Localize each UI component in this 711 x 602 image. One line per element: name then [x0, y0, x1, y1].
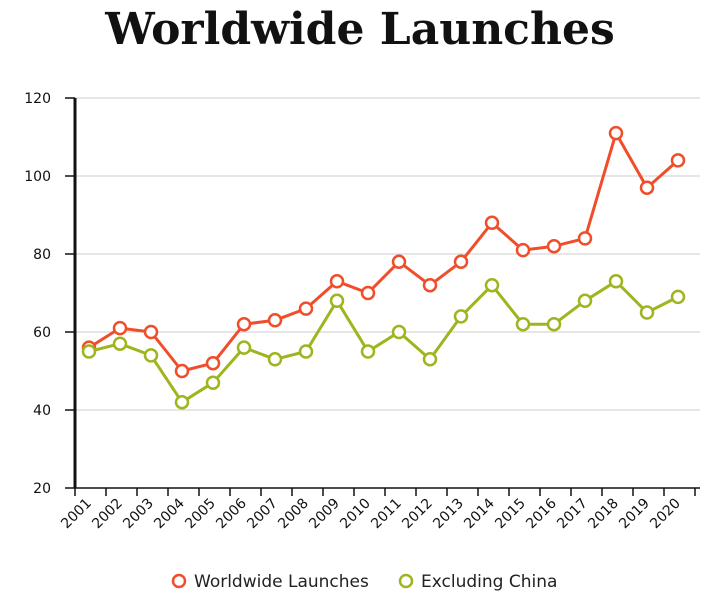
- data-point-worldwide-launches-2014[interactable]: [484, 215, 500, 231]
- x-tick-label-2002: 2002: [89, 496, 126, 533]
- data-point-worldwide-launches-2016[interactable]: [546, 238, 562, 254]
- data-point-excluding-china-2012[interactable]: [422, 352, 438, 367]
- series-excluding-china: [81, 274, 686, 410]
- legend: Worldwide Launches Excluding China: [171, 572, 557, 592]
- y-tick-label-100: 100: [24, 169, 51, 185]
- legend-item-worldwide[interactable]: Worldwide Launches: [171, 572, 369, 592]
- gridlines: [75, 97, 700, 411]
- data-point-worldwide-launches-2006[interactable]: [236, 316, 252, 332]
- x-tick-label-2003: 2003: [120, 496, 157, 533]
- y-tick-label-120: 120: [24, 91, 51, 107]
- chart-title: Worldwide Launches: [104, 4, 614, 55]
- data-point-worldwide-launches-2007[interactable]: [267, 313, 283, 328]
- legend-item-excluding-china[interactable]: Excluding China: [398, 572, 557, 592]
- data-point-worldwide-launches-2020[interactable]: [670, 153, 686, 168]
- x-tick-label-2011: 2011: [368, 496, 405, 533]
- x-tick-label-2009: 2009: [306, 496, 343, 533]
- data-point-excluding-china-2008[interactable]: [298, 344, 314, 359]
- data-point-excluding-china-2005[interactable]: [205, 375, 221, 390]
- x-axis-ticks: 2001200220032004200520062007200820092010…: [58, 488, 696, 533]
- x-tick-label-2020: 2020: [647, 496, 684, 533]
- data-point-excluding-china-2004[interactable]: [174, 394, 190, 410]
- y-tick-label-80: 80: [33, 247, 51, 263]
- data-point-excluding-china-2006[interactable]: [236, 340, 252, 355]
- data-point-worldwide-launches-2002[interactable]: [112, 320, 128, 336]
- data-point-excluding-china-2011[interactable]: [391, 324, 407, 340]
- data-point-worldwide-launches-2017[interactable]: [577, 231, 593, 246]
- data-point-worldwide-launches-2005[interactable]: [205, 355, 221, 371]
- data-point-excluding-china-2007[interactable]: [267, 352, 283, 367]
- x-tick-label-2004: 2004: [151, 495, 188, 532]
- data-point-excluding-china-2019[interactable]: [639, 305, 655, 320]
- y-tick-label-20: 20: [33, 481, 51, 497]
- data-point-excluding-china-2009[interactable]: [329, 293, 345, 309]
- y-tick-label-40: 40: [33, 403, 51, 419]
- axes: [73, 98, 700, 489]
- data-point-worldwide-launches-2015[interactable]: [515, 242, 531, 258]
- x-tick-label-2019: 2019: [616, 496, 653, 533]
- y-axis-ticks: 20 40 60 80 100 120: [24, 91, 75, 497]
- data-point-excluding-china-2015[interactable]: [515, 316, 531, 332]
- data-point-worldwide-launches-2010[interactable]: [360, 285, 376, 301]
- data-point-excluding-china-2010[interactable]: [360, 344, 376, 359]
- x-tick-label-2018: 2018: [585, 496, 622, 533]
- x-tick-label-2010: 2010: [337, 496, 374, 533]
- x-tick-label-2016: 2016: [523, 495, 560, 532]
- data-point-worldwide-launches-2012[interactable]: [422, 277, 438, 293]
- data-point-excluding-china-2001[interactable]: [81, 344, 97, 359]
- y-tick-label-60: 60: [33, 325, 51, 341]
- data-point-excluding-china-2002[interactable]: [112, 336, 128, 351]
- x-tick-label-2007: 2007: [244, 496, 281, 533]
- series-line-worldwide-launches: [88, 131, 679, 373]
- data-point-worldwide-launches-2019[interactable]: [639, 180, 655, 195]
- data-point-worldwide-launches-2003[interactable]: [143, 324, 159, 340]
- x-tick-label-2001: 2001: [58, 496, 95, 533]
- series-lines: [81, 125, 686, 410]
- data-point-excluding-china-2014[interactable]: [484, 277, 500, 293]
- x-tick-label-2012: 2012: [399, 496, 436, 533]
- data-point-worldwide-launches-2011[interactable]: [391, 254, 407, 270]
- series-worldwide-launches: [81, 125, 686, 379]
- legend-label-excluding-china: Excluding China: [421, 572, 557, 592]
- x-tick-label-2005: 2005: [182, 496, 219, 533]
- data-point-excluding-china-2017[interactable]: [577, 293, 593, 309]
- data-point-worldwide-launches-2009[interactable]: [329, 274, 345, 289]
- data-point-worldwide-launches-2008[interactable]: [298, 301, 314, 316]
- x-tick-label-2017: 2017: [554, 496, 591, 533]
- legend-label-worldwide: Worldwide Launches: [194, 572, 369, 592]
- data-point-worldwide-launches-2018[interactable]: [608, 125, 624, 141]
- data-point-excluding-china-2003[interactable]: [143, 348, 159, 363]
- data-point-worldwide-launches-2013[interactable]: [453, 254, 469, 270]
- data-point-worldwide-launches-2004[interactable]: [174, 363, 190, 379]
- legend-marker-excluding-china: [398, 573, 414, 589]
- x-tick-label-2014: 2014: [461, 495, 498, 532]
- x-tick-label-2006: 2006: [213, 495, 250, 532]
- data-point-excluding-china-2016[interactable]: [546, 316, 562, 332]
- x-tick-label-2013: 2013: [430, 496, 467, 533]
- x-tick-label-2008: 2008: [275, 496, 312, 533]
- x-tick-label-2015: 2015: [492, 496, 529, 533]
- data-point-excluding-china-2020[interactable]: [670, 289, 686, 305]
- data-point-excluding-china-2013[interactable]: [453, 309, 469, 324]
- legend-marker-worldwide: [171, 573, 187, 589]
- data-point-excluding-china-2018[interactable]: [608, 274, 624, 289]
